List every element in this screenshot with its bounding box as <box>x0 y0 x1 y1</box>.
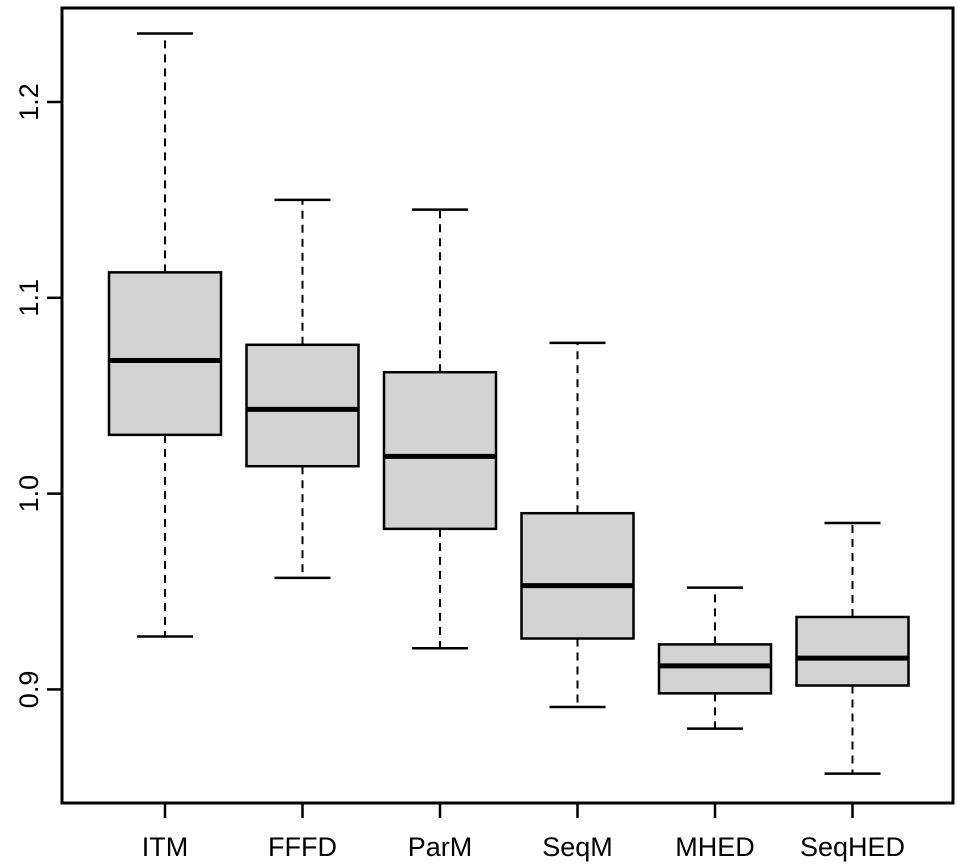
iqr-box <box>520 511 635 640</box>
x-tick-label: MHED <box>675 832 755 862</box>
x-tick-label: ParM <box>408 832 473 862</box>
x-tick-label: FFFD <box>268 832 337 862</box>
boxplot-box-MHED <box>657 586 773 730</box>
x-tick-label: SeqHED <box>800 832 905 862</box>
y-tick-label: 1.2 <box>14 83 44 121</box>
iqr-box <box>382 370 498 531</box>
iqr-box <box>795 615 910 687</box>
plot-frame <box>60 6 955 805</box>
x-tick-label: SeqM <box>542 832 613 862</box>
boxplot-box-ParM <box>382 208 498 650</box>
boxplot-box-FFFD <box>245 198 360 580</box>
boxplot-box-SeqHED <box>795 521 910 775</box>
iqr-box <box>107 271 223 437</box>
y-tick-label: 1.0 <box>14 475 44 513</box>
iqr-box <box>245 343 360 468</box>
boxplot-box-ITM <box>107 32 223 638</box>
boxplot-box-SeqM <box>520 341 635 709</box>
y-tick-label: 0.9 <box>14 671 44 709</box>
y-tick-label: 1.1 <box>14 279 44 317</box>
iqr-box <box>657 643 773 695</box>
x-tick-label: ITM <box>142 832 189 862</box>
